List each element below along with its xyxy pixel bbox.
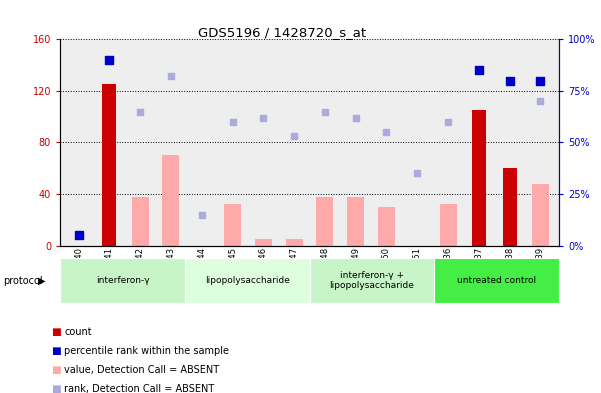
- Text: percentile rank within the sample: percentile rank within the sample: [64, 346, 230, 356]
- Point: [105, 57, 114, 63]
- Text: count: count: [64, 327, 92, 337]
- Bar: [472, 110, 486, 246]
- Point: [535, 77, 545, 84]
- Text: lipopolysaccharide: lipopolysaccharide: [205, 276, 290, 285]
- Bar: [285, 239, 302, 246]
- Text: ■: ■: [51, 384, 61, 393]
- Text: ■: ■: [51, 365, 61, 375]
- Point: [505, 77, 514, 84]
- Bar: [502, 168, 517, 246]
- Point: [258, 114, 268, 121]
- Point: [382, 129, 391, 135]
- Point: [135, 108, 145, 115]
- Bar: [532, 184, 549, 246]
- Text: rank, Detection Call = ABSENT: rank, Detection Call = ABSENT: [64, 384, 215, 393]
- Point: [74, 232, 84, 239]
- Bar: [224, 204, 241, 246]
- Text: GDS5196 / 1428720_s_at: GDS5196 / 1428720_s_at: [198, 26, 367, 39]
- Bar: [317, 196, 334, 246]
- Text: ■: ■: [51, 346, 61, 356]
- Bar: [102, 84, 117, 246]
- Text: untreated control: untreated control: [457, 276, 536, 285]
- Point: [535, 98, 545, 104]
- Point: [289, 133, 299, 140]
- Point: [474, 67, 484, 73]
- Bar: [439, 204, 457, 246]
- Text: protocol: protocol: [3, 276, 43, 286]
- Text: value, Detection Call = ABSENT: value, Detection Call = ABSENT: [64, 365, 219, 375]
- Point: [351, 114, 361, 121]
- Point: [412, 170, 422, 176]
- Point: [197, 211, 207, 218]
- Text: ■: ■: [51, 327, 61, 337]
- Bar: [162, 155, 180, 246]
- Point: [228, 119, 237, 125]
- Text: ▶: ▶: [38, 276, 45, 286]
- Point: [444, 119, 453, 125]
- Bar: [347, 196, 364, 246]
- Point: [166, 73, 175, 79]
- Text: interferon-γ: interferon-γ: [96, 276, 149, 285]
- Bar: [132, 196, 148, 246]
- Text: interferon-γ +
lipopolysaccharide: interferon-γ + lipopolysaccharide: [329, 271, 414, 290]
- Point: [320, 108, 330, 115]
- Bar: [255, 239, 272, 246]
- Bar: [378, 207, 395, 246]
